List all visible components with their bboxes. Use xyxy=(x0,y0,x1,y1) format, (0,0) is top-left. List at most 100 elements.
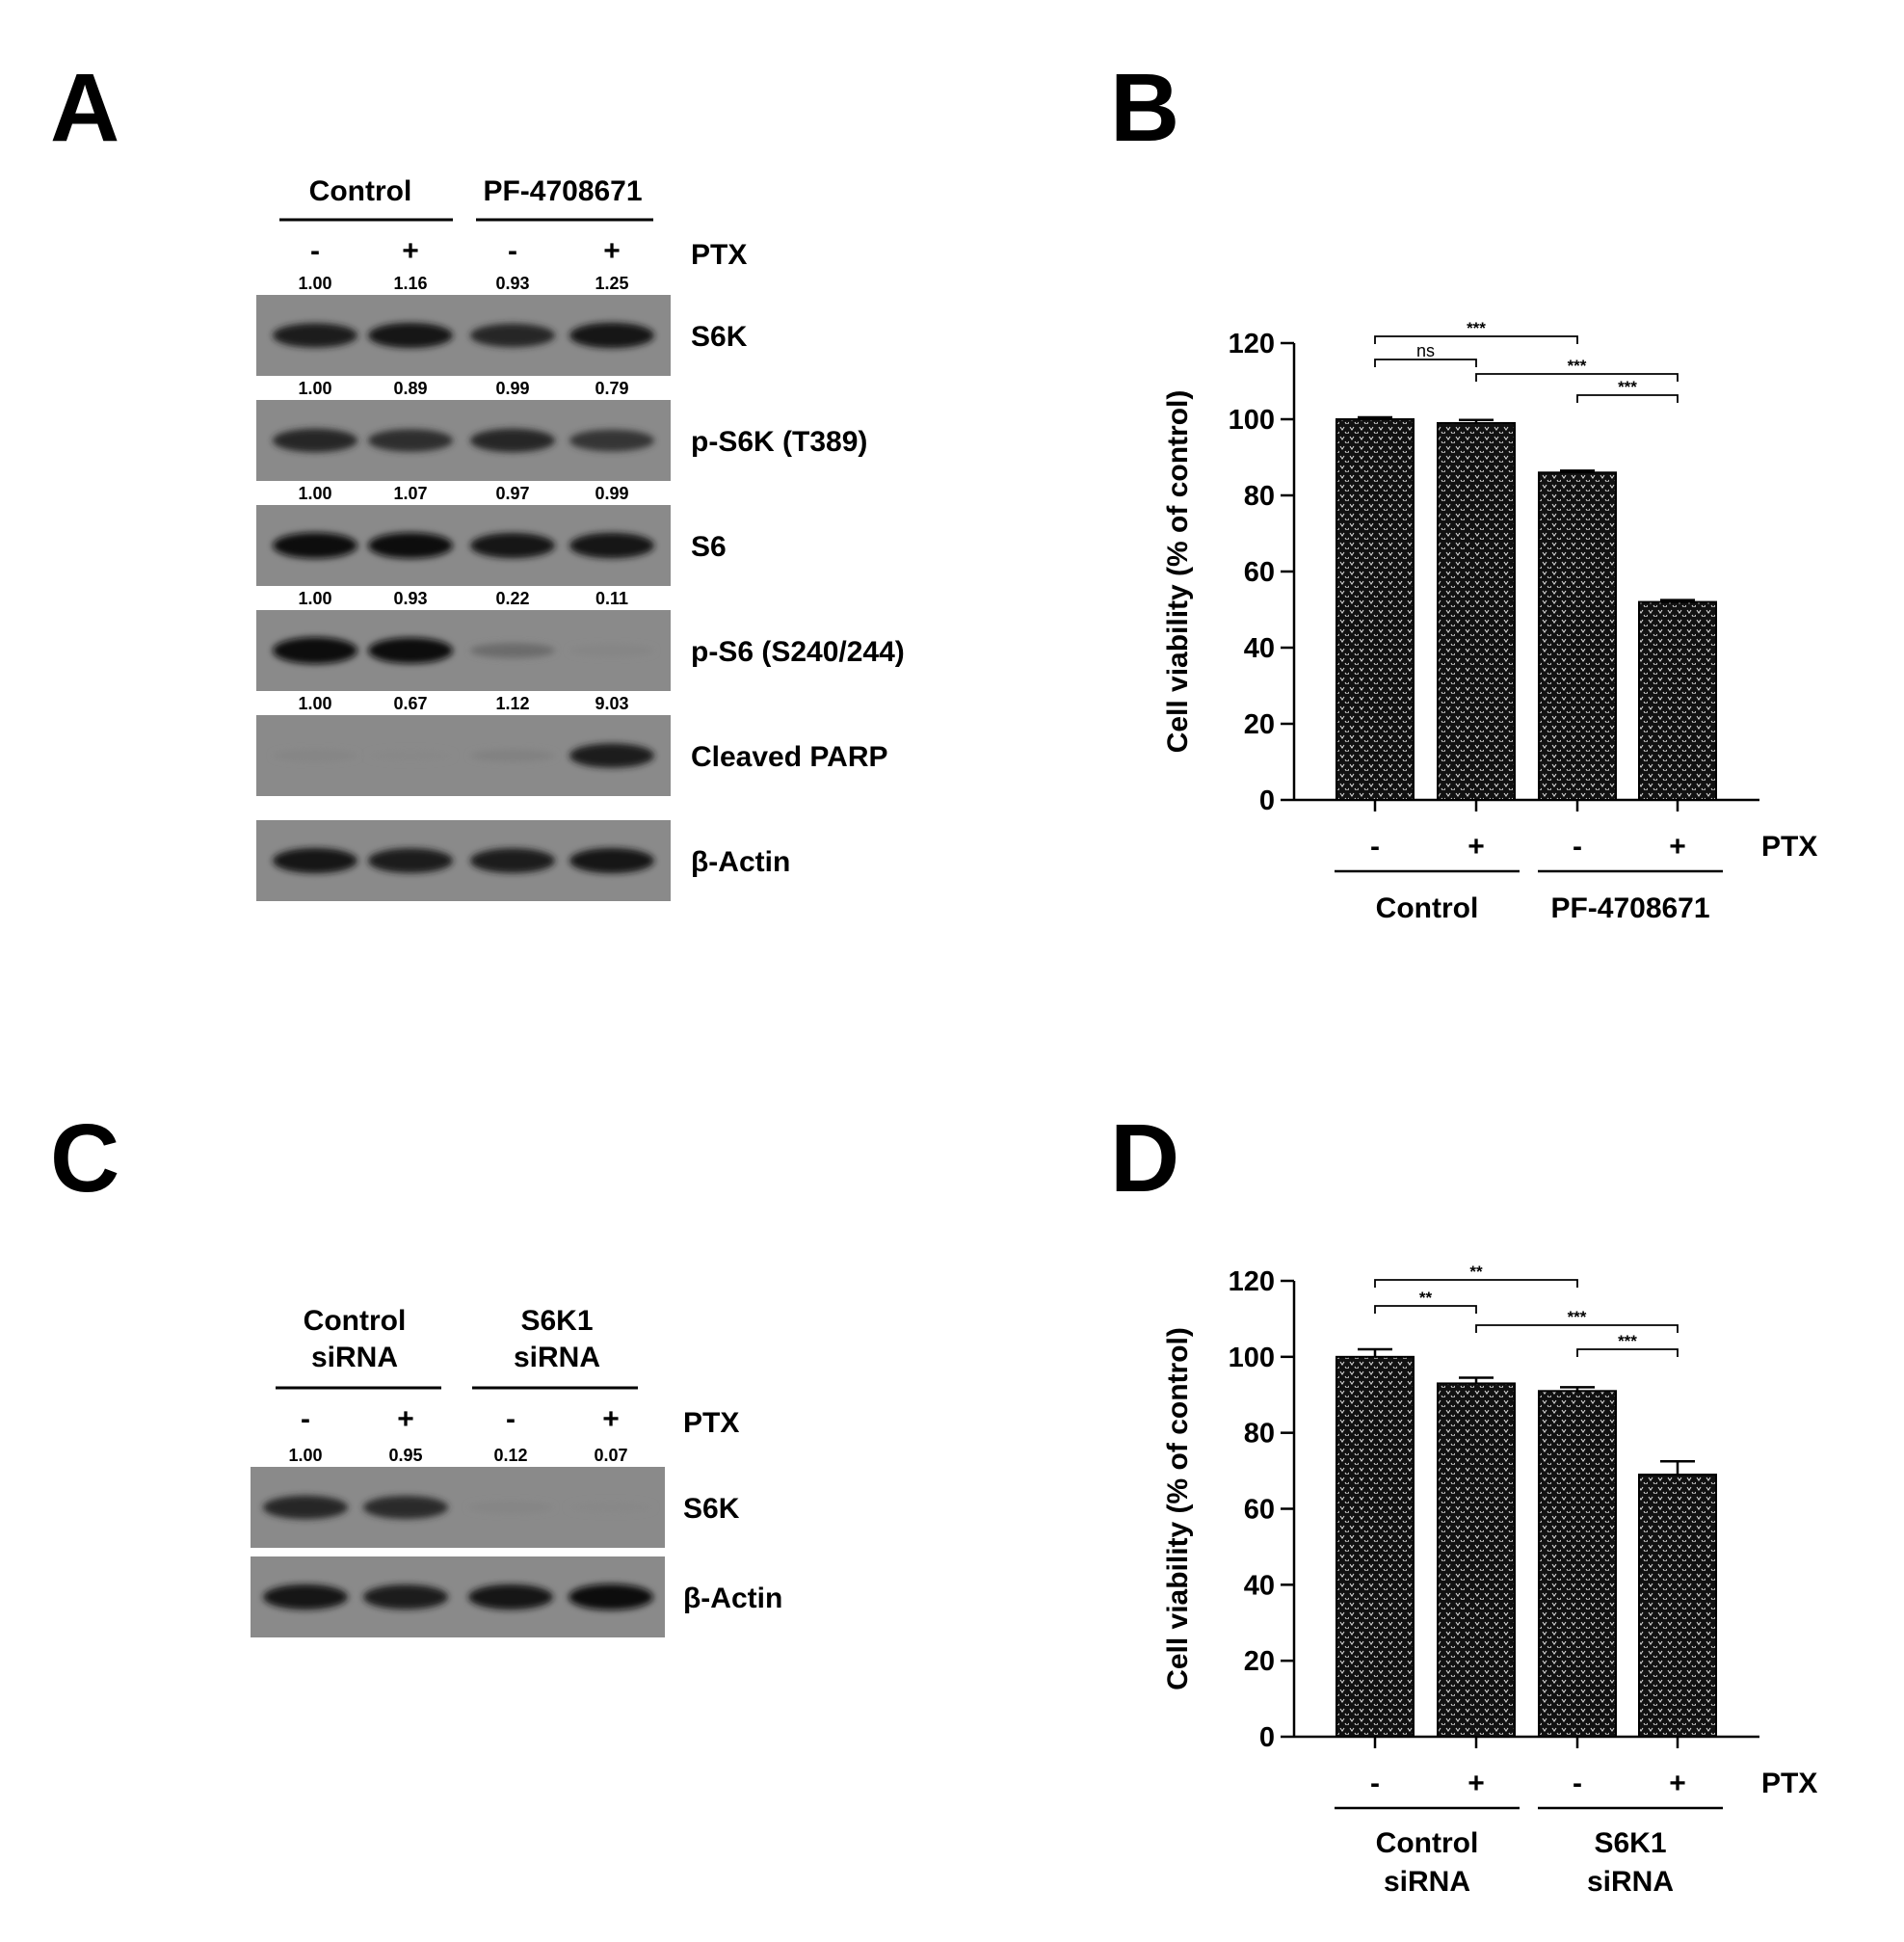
panel-letter-a: A xyxy=(50,54,119,162)
blot-band xyxy=(569,1502,653,1513)
y-tick-label: 60 xyxy=(1244,557,1275,588)
lane-sign: + xyxy=(402,235,419,267)
lane-sign: - xyxy=(301,1403,310,1435)
y-tick-label: 20 xyxy=(1244,709,1275,740)
blot-band xyxy=(470,749,555,762)
band-quantification: 0.12 xyxy=(493,1446,527,1465)
x-tick-label: + xyxy=(1669,1768,1686,1799)
treatment-label: PTX xyxy=(1761,1768,1817,1799)
band-quantification: 0.99 xyxy=(495,379,529,398)
blot-band xyxy=(273,532,357,559)
treatment-label: PTX xyxy=(683,1407,739,1439)
bar xyxy=(1538,471,1617,801)
blot-band xyxy=(569,847,654,874)
significance-bracket xyxy=(1374,1279,1578,1288)
blot-band xyxy=(569,322,654,349)
group-label: siRNA xyxy=(1587,1866,1674,1898)
blot-band xyxy=(363,1495,448,1520)
x-tick-label: - xyxy=(1573,831,1582,863)
band-quantification: 0.11 xyxy=(595,589,628,608)
blot-group-label: S6K1 xyxy=(520,1305,593,1337)
blot-band xyxy=(468,1501,553,1514)
y-tick-label: 0 xyxy=(1259,1722,1275,1753)
significance-label: ** xyxy=(1419,1289,1433,1307)
significance-label: *** xyxy=(1618,378,1637,396)
blot-band xyxy=(470,323,555,348)
bar xyxy=(1437,421,1516,801)
x-tick-label: + xyxy=(1468,1768,1485,1799)
blot-band xyxy=(468,1583,553,1610)
blot-protein-label: p-S6K (T389) xyxy=(691,426,867,458)
significance-label: *** xyxy=(1618,1332,1637,1350)
significance-bracket xyxy=(1475,1324,1679,1333)
y-tick-label: 40 xyxy=(1244,1570,1275,1601)
y-tick-label: 100 xyxy=(1229,1343,1275,1373)
significance-bracket xyxy=(1576,394,1679,403)
blot-band xyxy=(273,749,357,762)
blot-group-label: Control xyxy=(309,175,412,207)
bar-chart-d: 0 20 40 60 80 100 120 Cell viability (% of cont… xyxy=(1162,1263,1817,1898)
band-quantification: 0.89 xyxy=(393,379,427,398)
band-quantification: 1.16 xyxy=(393,274,427,293)
band-quantification: 1.00 xyxy=(298,379,331,398)
blot-band xyxy=(569,532,654,559)
band-quantification: 0.67 xyxy=(393,694,427,713)
band-quantification: 1.07 xyxy=(393,484,427,503)
significance-bracket xyxy=(1576,1348,1679,1357)
y-tick-label: 40 xyxy=(1244,633,1275,664)
y-tick-label: 0 xyxy=(1259,785,1275,816)
band-quantification: 1.00 xyxy=(298,274,331,293)
bar xyxy=(1335,1355,1415,1739)
blot-group-label: siRNA xyxy=(514,1342,600,1373)
y-tick-label: 100 xyxy=(1229,405,1275,436)
blot-band xyxy=(569,743,654,768)
y-tick-label: 60 xyxy=(1244,1495,1275,1526)
treatment-label: PTX xyxy=(1761,831,1817,863)
blot-band xyxy=(368,750,453,761)
y-tick-label: 80 xyxy=(1244,481,1275,512)
bar xyxy=(1538,1390,1617,1739)
y-axis-label: Cell viability (% of control) xyxy=(1162,1327,1194,1690)
group-label: Control xyxy=(1376,1827,1479,1859)
blot-band xyxy=(470,428,555,453)
band-quantification: 1.00 xyxy=(298,589,331,608)
blot-group-label: siRNA xyxy=(311,1342,398,1373)
lane-sign: - xyxy=(506,1403,516,1435)
panel-letter-d: D xyxy=(1110,1104,1179,1212)
group-label: siRNA xyxy=(1384,1866,1470,1898)
band-quantification: 0.93 xyxy=(495,274,529,293)
blot-band xyxy=(470,848,555,873)
band-quantification: 1.00 xyxy=(298,694,331,713)
group-label: PF-4708671 xyxy=(1550,892,1709,924)
bar xyxy=(1638,1474,1717,1739)
significance-label: ns xyxy=(1416,341,1435,360)
significance-label: *** xyxy=(1568,357,1587,375)
significance-bracket xyxy=(1374,359,1477,367)
lane-sign: + xyxy=(602,1403,620,1435)
blot-protein-label: S6K xyxy=(691,321,748,353)
band-quantification: 0.07 xyxy=(594,1446,627,1465)
lane-sign: - xyxy=(310,235,320,267)
blot-band xyxy=(273,428,357,453)
band-quantification: 1.00 xyxy=(298,484,331,503)
band-quantification: 0.95 xyxy=(388,1446,422,1465)
blot-band xyxy=(363,1584,448,1609)
bar xyxy=(1437,1382,1516,1739)
blot-protein-label: β-Actin xyxy=(683,1583,782,1614)
y-tick-label: 120 xyxy=(1229,1266,1275,1297)
significance-bracket xyxy=(1374,335,1578,344)
blot-band xyxy=(470,532,555,559)
y-tick-label: 20 xyxy=(1244,1646,1275,1677)
blot-band xyxy=(569,429,654,452)
blot-band xyxy=(569,644,654,657)
blot-protein-label: S6K xyxy=(683,1493,740,1525)
blot-band xyxy=(263,1583,348,1610)
blot-group-label: Control xyxy=(304,1305,407,1337)
blot-band xyxy=(273,323,357,348)
x-tick-label: - xyxy=(1370,831,1380,863)
blot-band xyxy=(368,429,453,452)
blot-band xyxy=(569,1583,653,1610)
blot-band xyxy=(368,532,453,559)
